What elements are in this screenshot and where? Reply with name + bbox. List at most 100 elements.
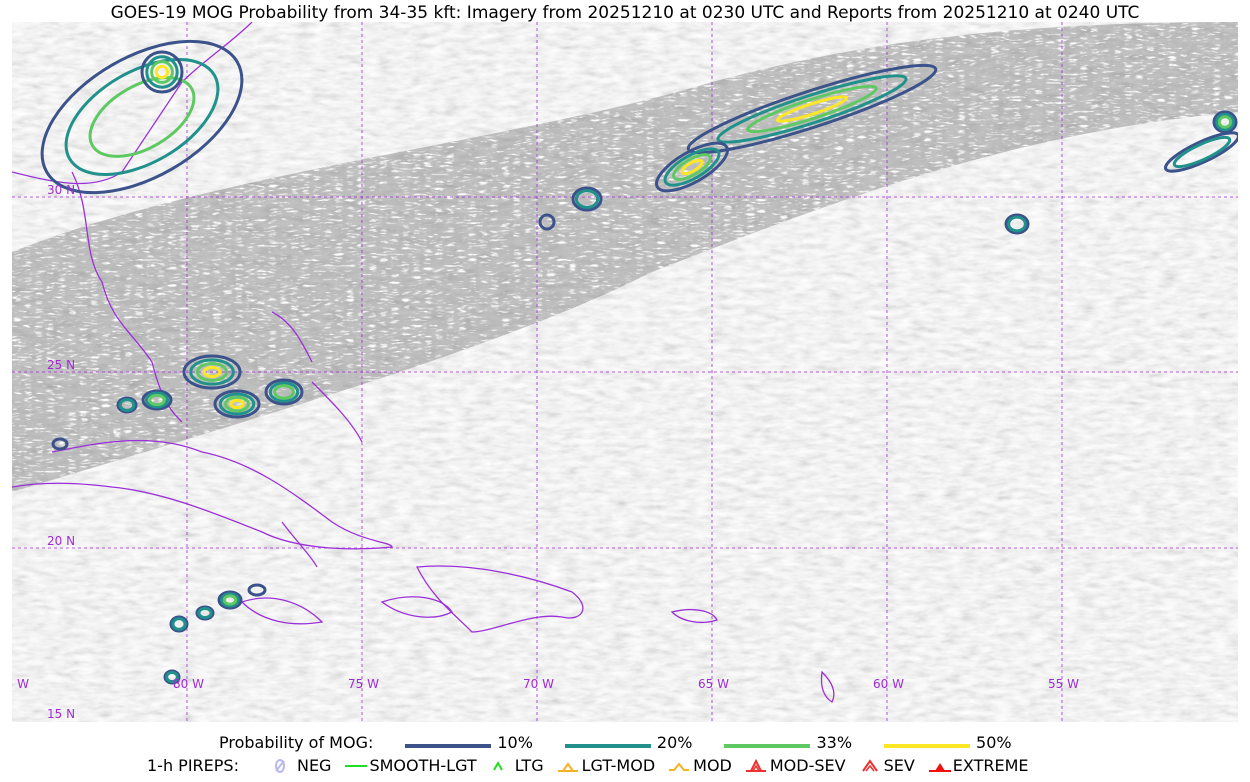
- contour-20pct: [64, 57, 220, 177]
- neg-icon: [274, 758, 285, 773]
- pirep-label: NEG: [296, 756, 332, 775]
- level-swatch: [724, 744, 811, 748]
- longitude-label: 85 W: [12, 677, 29, 691]
- contour-20pct: [145, 55, 179, 89]
- contour-33pct: [1217, 115, 1233, 129]
- smooth-lgt-line-icon: [345, 764, 368, 767]
- longitude-label: 60 W: [873, 677, 904, 691]
- latitude-label: 25 N: [47, 358, 75, 372]
- contour-10pct: [1212, 110, 1238, 134]
- contour-20pct: [663, 147, 721, 187]
- sev-icon: [861, 758, 878, 772]
- contour-50pct: [229, 398, 245, 410]
- contour-33pct: [222, 594, 238, 606]
- contour-10pct: [213, 389, 261, 419]
- contour-20pct: [1215, 112, 1235, 132]
- pirep-legend-item: LGT-MOD: [557, 756, 656, 775]
- level-label: 33%: [816, 733, 853, 752]
- mod-caret-icon: [669, 761, 690, 771]
- contour-20pct: [218, 392, 256, 416]
- latitude-label: 15 N: [47, 707, 75, 721]
- pirep-label: MOD: [693, 756, 732, 775]
- contour-10pct: [40, 39, 244, 195]
- contour-20pct: [144, 391, 170, 409]
- contour-10pct: [247, 583, 267, 597]
- mog-probability-contours: [40, 39, 1238, 685]
- contour-10pct: [141, 389, 173, 411]
- longitude-label: 55 W: [1048, 677, 1079, 691]
- contour-33pct: [148, 393, 166, 407]
- contour-10pct: [169, 615, 189, 633]
- contour-10pct: [116, 396, 138, 414]
- mod-sev-icon: [745, 758, 766, 772]
- contour-10pct: [264, 378, 304, 406]
- contour-10pct: [1004, 213, 1030, 235]
- level-swatch: [564, 744, 651, 748]
- level-label: 10%: [497, 733, 533, 752]
- probability-legend-label: Probability of MOG:: [219, 733, 374, 752]
- satellite-map: 85 W 80 W 75 W 70 W 65 W 60 W 55 W 30 N 25 N 20 N…: [12, 22, 1238, 722]
- contour-10pct: [655, 141, 729, 193]
- level-label: 50%: [976, 733, 1012, 752]
- level-swatch: [405, 744, 492, 748]
- contour-20pct: [197, 606, 213, 620]
- pirep-legend-item: LTG: [491, 756, 544, 775]
- extreme-icon: [928, 762, 951, 772]
- contour-10pct: [182, 354, 242, 390]
- pirep-legend-item: MOD-SEV: [745, 756, 846, 775]
- level-label: 20%: [656, 733, 693, 752]
- pirep-label: EXTREME: [952, 756, 1029, 775]
- contour-10pct: [51, 437, 69, 451]
- longitude-label: 70 W: [523, 677, 554, 691]
- figure-title: GOES-19 MOG Probability from 34-35 kft: …: [110, 3, 1140, 23]
- contour-50pct: [680, 158, 704, 176]
- ltg-caret-icon: [492, 760, 503, 770]
- pirep-label: LTG: [514, 756, 544, 775]
- lgt-mod-caret-icon: [557, 761, 578, 772]
- contour-33pct: [195, 362, 229, 382]
- contour-50pct: [154, 64, 170, 80]
- contour-50pct: [775, 95, 849, 123]
- longitude-label: 75 W: [348, 677, 379, 691]
- longitude-label: 65 W: [698, 677, 729, 691]
- probability-legend: Probability of MOG: 10% 20% 33% 50%: [0, 733, 1250, 752]
- contour-20pct: [118, 398, 136, 412]
- contour-20pct: [189, 358, 235, 386]
- contour-20pct: [165, 670, 179, 684]
- contour-20pct: [716, 74, 908, 144]
- contour-33pct: [150, 60, 174, 84]
- latitude-label: 30 N: [47, 183, 75, 197]
- level-swatch: [884, 744, 971, 748]
- pirep-label: SEV: [883, 756, 915, 775]
- pirep-label: LGT-MOD: [581, 756, 656, 775]
- contour-10pct: [686, 63, 938, 155]
- contour-20pct: [268, 381, 300, 403]
- contour-20pct: [1007, 215, 1027, 233]
- contour-20pct: [171, 617, 187, 631]
- pirep-legend-item: NEG: [273, 756, 331, 775]
- contour-20pct: [220, 592, 240, 608]
- contour-20pct: [1172, 135, 1232, 169]
- contour-10pct: [571, 186, 603, 212]
- pirep-legend-item: SMOOTH-LGT: [345, 756, 477, 775]
- pireps-legend: 1-h PIREPS: NEG SMOOTH-LGT LTG LGT-MOD MOD MO…: [0, 756, 1250, 775]
- latitude-label: 20 N: [47, 534, 75, 548]
- pirep-legend-item: EXTREME: [928, 756, 1029, 775]
- contour-33pct: [672, 153, 712, 181]
- pirep-label: SMOOTH-LGT: [369, 756, 477, 775]
- longitude-label: 80 W: [173, 677, 204, 691]
- contour-20pct: [574, 189, 600, 209]
- contour-33pct: [224, 395, 250, 413]
- contour-10pct: [538, 213, 556, 231]
- lat-lon-grid: [12, 22, 1238, 722]
- pirep-legend-item: SEV: [860, 756, 915, 775]
- pirep-label: MOD-SEV: [769, 756, 846, 775]
- contour-33pct: [273, 384, 295, 400]
- contour-33pct: [88, 76, 196, 158]
- pirep-legend-item: MOD: [669, 756, 732, 775]
- contour-50pct: [202, 366, 222, 378]
- contour-33pct: [746, 84, 878, 134]
- contour-10pct: [217, 590, 243, 610]
- contour-10pct: [1164, 131, 1238, 173]
- contour-10pct: [140, 50, 184, 94]
